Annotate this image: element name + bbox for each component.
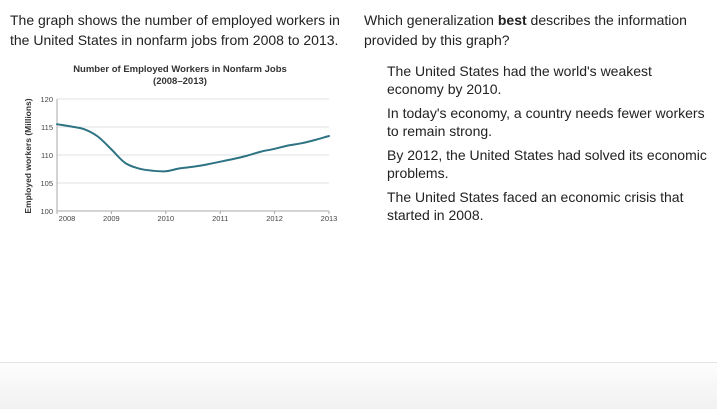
answer-choice-text: By 2012, the United States had solved it… [387,147,707,181]
x-tick-label: 2012 [266,214,283,223]
chart-grid [57,98,329,212]
x-tick-label: 2010 [157,214,174,223]
line-chart: Number of Employed Workers in Nonfarm Jo… [23,64,337,223]
question-emphasis: best [497,12,527,28]
x-tick-label: 2009 [103,214,120,223]
chart-axes [56,99,330,214]
answer-choice-text: The United States faced an economic cris… [387,189,684,223]
answer-choices: The United States had the world's weakes… [387,62,712,230]
y-tick-label: 110 [41,151,53,160]
y-axis-label: Employed workers (Millions) [23,98,33,213]
answer-choice-c[interactable]: By 2012, the United States had solved it… [387,146,712,182]
x-tick-label: 2011 [212,214,228,223]
chart-series [56,123,330,173]
y-tick-label: 120 [40,95,53,104]
chart-title: Number of Employed Workers in Nonfarm Jo… [73,64,287,75]
x-tick-label: 2013 [321,214,338,223]
answer-choice-d[interactable]: The United States faced an economic cris… [387,188,712,224]
answer-choice-a[interactable]: The United States had the world's weakes… [387,62,712,98]
y-tick-label: 115 [41,123,53,132]
x-tick-label: 2008 [59,214,76,223]
answer-choice-text: The United States had the world's weakes… [387,63,652,97]
passage-pane: The graph shows the number of employed w… [0,0,345,362]
footer-bar [0,362,717,409]
question-suffix: describes the information provided by th… [364,12,687,48]
series-line [56,123,330,173]
y-tick-label: 105 [40,179,53,188]
y-tick-label: 100 [40,207,53,216]
question-stem: Which generalization best describes the … [364,10,709,50]
chart-subtitle: (2008–2013) [153,76,207,87]
passage-text: The graph shows the number of employed w… [10,12,340,48]
question-prefix: Which generalization [364,12,498,28]
question-pane: Which generalization best describes the … [355,0,717,362]
chart-ticks: 100 105 110 115 120 2008 2009 2010 2011 2012 2013 [40,95,337,223]
answer-choice-b[interactable]: In today's economy, a country needs fewe… [387,104,712,140]
answer-choice-text: In today's economy, a country needs fewe… [387,105,705,139]
